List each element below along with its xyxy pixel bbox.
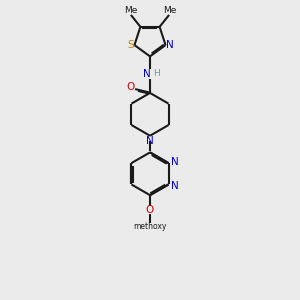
Text: Me: Me bbox=[124, 6, 137, 15]
Text: N: N bbox=[146, 136, 154, 146]
Text: methoxy: methoxy bbox=[133, 223, 167, 232]
Text: Me: Me bbox=[163, 6, 176, 15]
Text: N: N bbox=[171, 181, 178, 191]
Text: N: N bbox=[171, 157, 178, 167]
Text: S: S bbox=[127, 40, 134, 50]
Text: N: N bbox=[166, 40, 174, 50]
Text: O: O bbox=[127, 82, 135, 92]
Text: N: N bbox=[143, 69, 151, 79]
Text: H: H bbox=[153, 68, 160, 77]
Text: O: O bbox=[146, 205, 154, 215]
